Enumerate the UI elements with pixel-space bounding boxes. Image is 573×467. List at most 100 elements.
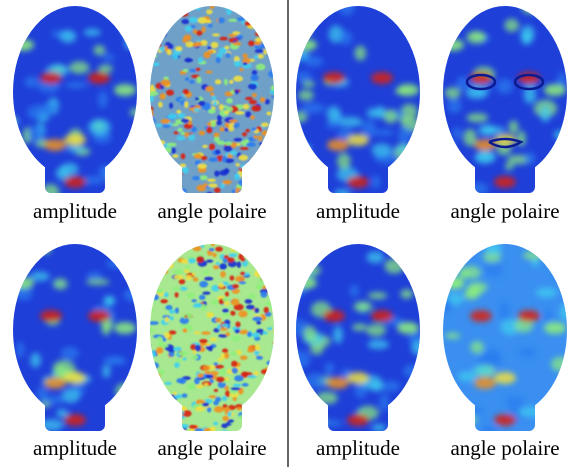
pattern-spot bbox=[252, 316, 262, 321]
pattern-spot bbox=[248, 190, 256, 196]
pattern-spot bbox=[148, 91, 158, 96]
pattern-spot bbox=[247, 294, 255, 299]
pattern-spot bbox=[466, 285, 482, 297]
pattern-spot bbox=[207, 178, 216, 182]
pattern-spot bbox=[260, 97, 265, 102]
pattern-spot bbox=[199, 281, 208, 288]
pattern-spot bbox=[246, 246, 252, 249]
pattern-spot bbox=[266, 112, 271, 116]
pattern-spot bbox=[157, 140, 165, 145]
pattern-spot bbox=[267, 327, 273, 331]
pattern-spot bbox=[555, 269, 573, 283]
pattern-spot bbox=[228, 126, 234, 132]
pattern-spot bbox=[294, 72, 311, 82]
pattern-spot bbox=[245, 139, 249, 143]
pattern-spot bbox=[122, 150, 138, 167]
pattern-spot bbox=[206, 260, 213, 263]
pattern-spot bbox=[180, 243, 188, 247]
pattern-spot bbox=[258, 135, 263, 141]
pattern-spot bbox=[255, 157, 262, 161]
pattern-spot bbox=[151, 256, 160, 259]
pattern-spot bbox=[215, 79, 221, 84]
pattern-spot bbox=[258, 393, 263, 397]
pattern-spot bbox=[268, 162, 276, 168]
pattern-spot bbox=[249, 407, 256, 412]
pattern-spot bbox=[208, 109, 216, 114]
pattern-spot bbox=[98, 91, 108, 108]
pattern-spot bbox=[149, 4, 158, 7]
pattern-spot bbox=[162, 253, 170, 259]
pattern-spot bbox=[230, 247, 238, 251]
pattern-spot bbox=[268, 170, 278, 176]
pattern-spot bbox=[247, 375, 257, 378]
pattern-spot bbox=[231, 351, 238, 356]
pattern-spot bbox=[16, 342, 24, 358]
pattern-spot bbox=[521, 25, 535, 42]
pattern-spot bbox=[144, 185, 152, 192]
head-base bbox=[5, 238, 145, 438]
pattern-spot bbox=[41, 184, 59, 200]
pattern-spot bbox=[237, 243, 242, 248]
pattern-spot bbox=[169, 103, 173, 109]
head-map bbox=[286, 238, 430, 438]
pattern-spot bbox=[194, 153, 202, 158]
pattern-spot bbox=[248, 251, 252, 256]
pattern-spot bbox=[164, 292, 169, 297]
panel-label: angle polaire bbox=[157, 199, 266, 223]
feature-spot bbox=[494, 372, 516, 384]
pattern-spot bbox=[222, 309, 229, 313]
pattern-spot bbox=[263, 165, 269, 171]
pattern-spot bbox=[86, 272, 102, 279]
pattern-spot bbox=[267, 42, 277, 48]
pattern-spot bbox=[258, 255, 266, 258]
pattern-spot bbox=[258, 164, 264, 171]
pattern-spot bbox=[254, 167, 260, 173]
pattern-spot bbox=[400, 289, 413, 299]
pattern-spot bbox=[160, 407, 169, 411]
pattern-spot bbox=[505, 396, 524, 409]
pattern-spot bbox=[66, 146, 86, 152]
feature-spot bbox=[88, 72, 110, 84]
pattern-spot bbox=[172, 123, 179, 126]
pattern-spot bbox=[145, 45, 155, 50]
pattern-spot bbox=[553, 130, 572, 140]
pattern-spot bbox=[159, 46, 165, 51]
pattern-spot bbox=[185, 77, 189, 81]
feature-spot bbox=[494, 414, 516, 426]
pattern-spot bbox=[233, 243, 242, 248]
pattern-spot bbox=[166, 162, 176, 167]
pattern-spot bbox=[164, 163, 173, 168]
pattern-spot bbox=[266, 361, 272, 365]
pattern-spot bbox=[221, 423, 228, 428]
pattern-spot bbox=[126, 422, 147, 432]
pattern-spot bbox=[180, 411, 184, 414]
pattern-spot bbox=[214, 187, 221, 192]
pattern-spot bbox=[241, 13, 247, 17]
pattern-spot bbox=[337, 153, 351, 169]
pattern-spot bbox=[543, 418, 561, 430]
pattern-spot bbox=[368, 340, 389, 350]
pattern-spot bbox=[316, 392, 338, 405]
pattern-spot bbox=[366, 324, 386, 336]
pattern-spot bbox=[198, 100, 205, 106]
pattern-spot bbox=[162, 159, 171, 163]
pattern-spot bbox=[401, 174, 414, 186]
pattern-spot bbox=[306, 6, 316, 18]
pattern-spot bbox=[233, 76, 243, 82]
pattern-spot bbox=[148, 376, 158, 382]
pattern-spot bbox=[261, 400, 265, 406]
pattern-spot bbox=[186, 313, 192, 319]
pattern-spot bbox=[551, 357, 569, 372]
pattern-spot bbox=[474, 152, 495, 164]
pattern-spot bbox=[264, 29, 268, 33]
pattern-spot bbox=[558, 270, 570, 281]
pattern-spot bbox=[192, 355, 198, 360]
pattern-spot bbox=[222, 180, 231, 185]
pattern-spot bbox=[230, 299, 239, 306]
pattern-spot bbox=[3, 141, 23, 158]
pattern-spot bbox=[261, 122, 269, 126]
pattern-spot bbox=[179, 424, 189, 428]
pattern-spot bbox=[153, 386, 158, 389]
pattern-spot bbox=[453, 127, 461, 140]
pattern-spot bbox=[123, 289, 144, 302]
